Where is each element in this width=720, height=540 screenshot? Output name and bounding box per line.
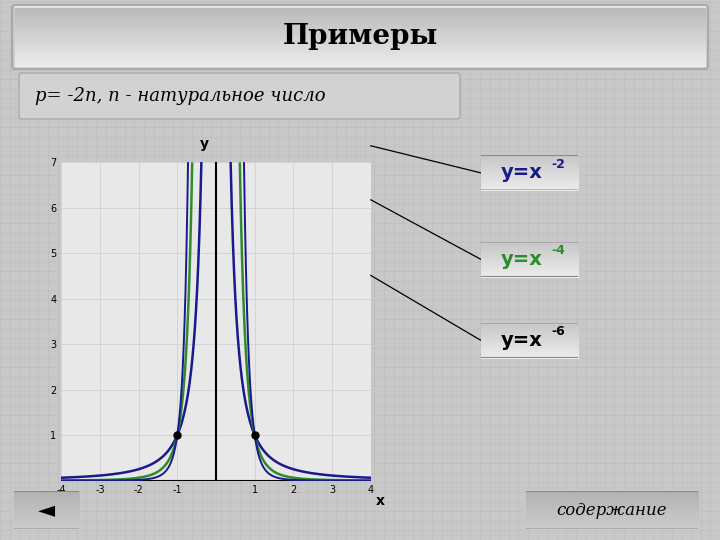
Text: содержание: содержание [557, 502, 667, 519]
Text: y=x: y=x [500, 163, 542, 183]
Text: -2: -2 [552, 158, 565, 171]
Text: ◄: ◄ [38, 500, 55, 521]
Text: y=x: y=x [500, 249, 542, 269]
Text: y: y [200, 137, 209, 151]
Text: Примеры: Примеры [282, 24, 438, 51]
FancyBboxPatch shape [19, 73, 460, 119]
Text: x: x [376, 494, 385, 508]
Text: -6: -6 [552, 325, 565, 338]
Text: -4: -4 [552, 244, 565, 257]
Text: p= -2n, n - натуральное число: p= -2n, n - натуральное число [35, 87, 325, 105]
Text: y=x: y=x [500, 330, 542, 350]
